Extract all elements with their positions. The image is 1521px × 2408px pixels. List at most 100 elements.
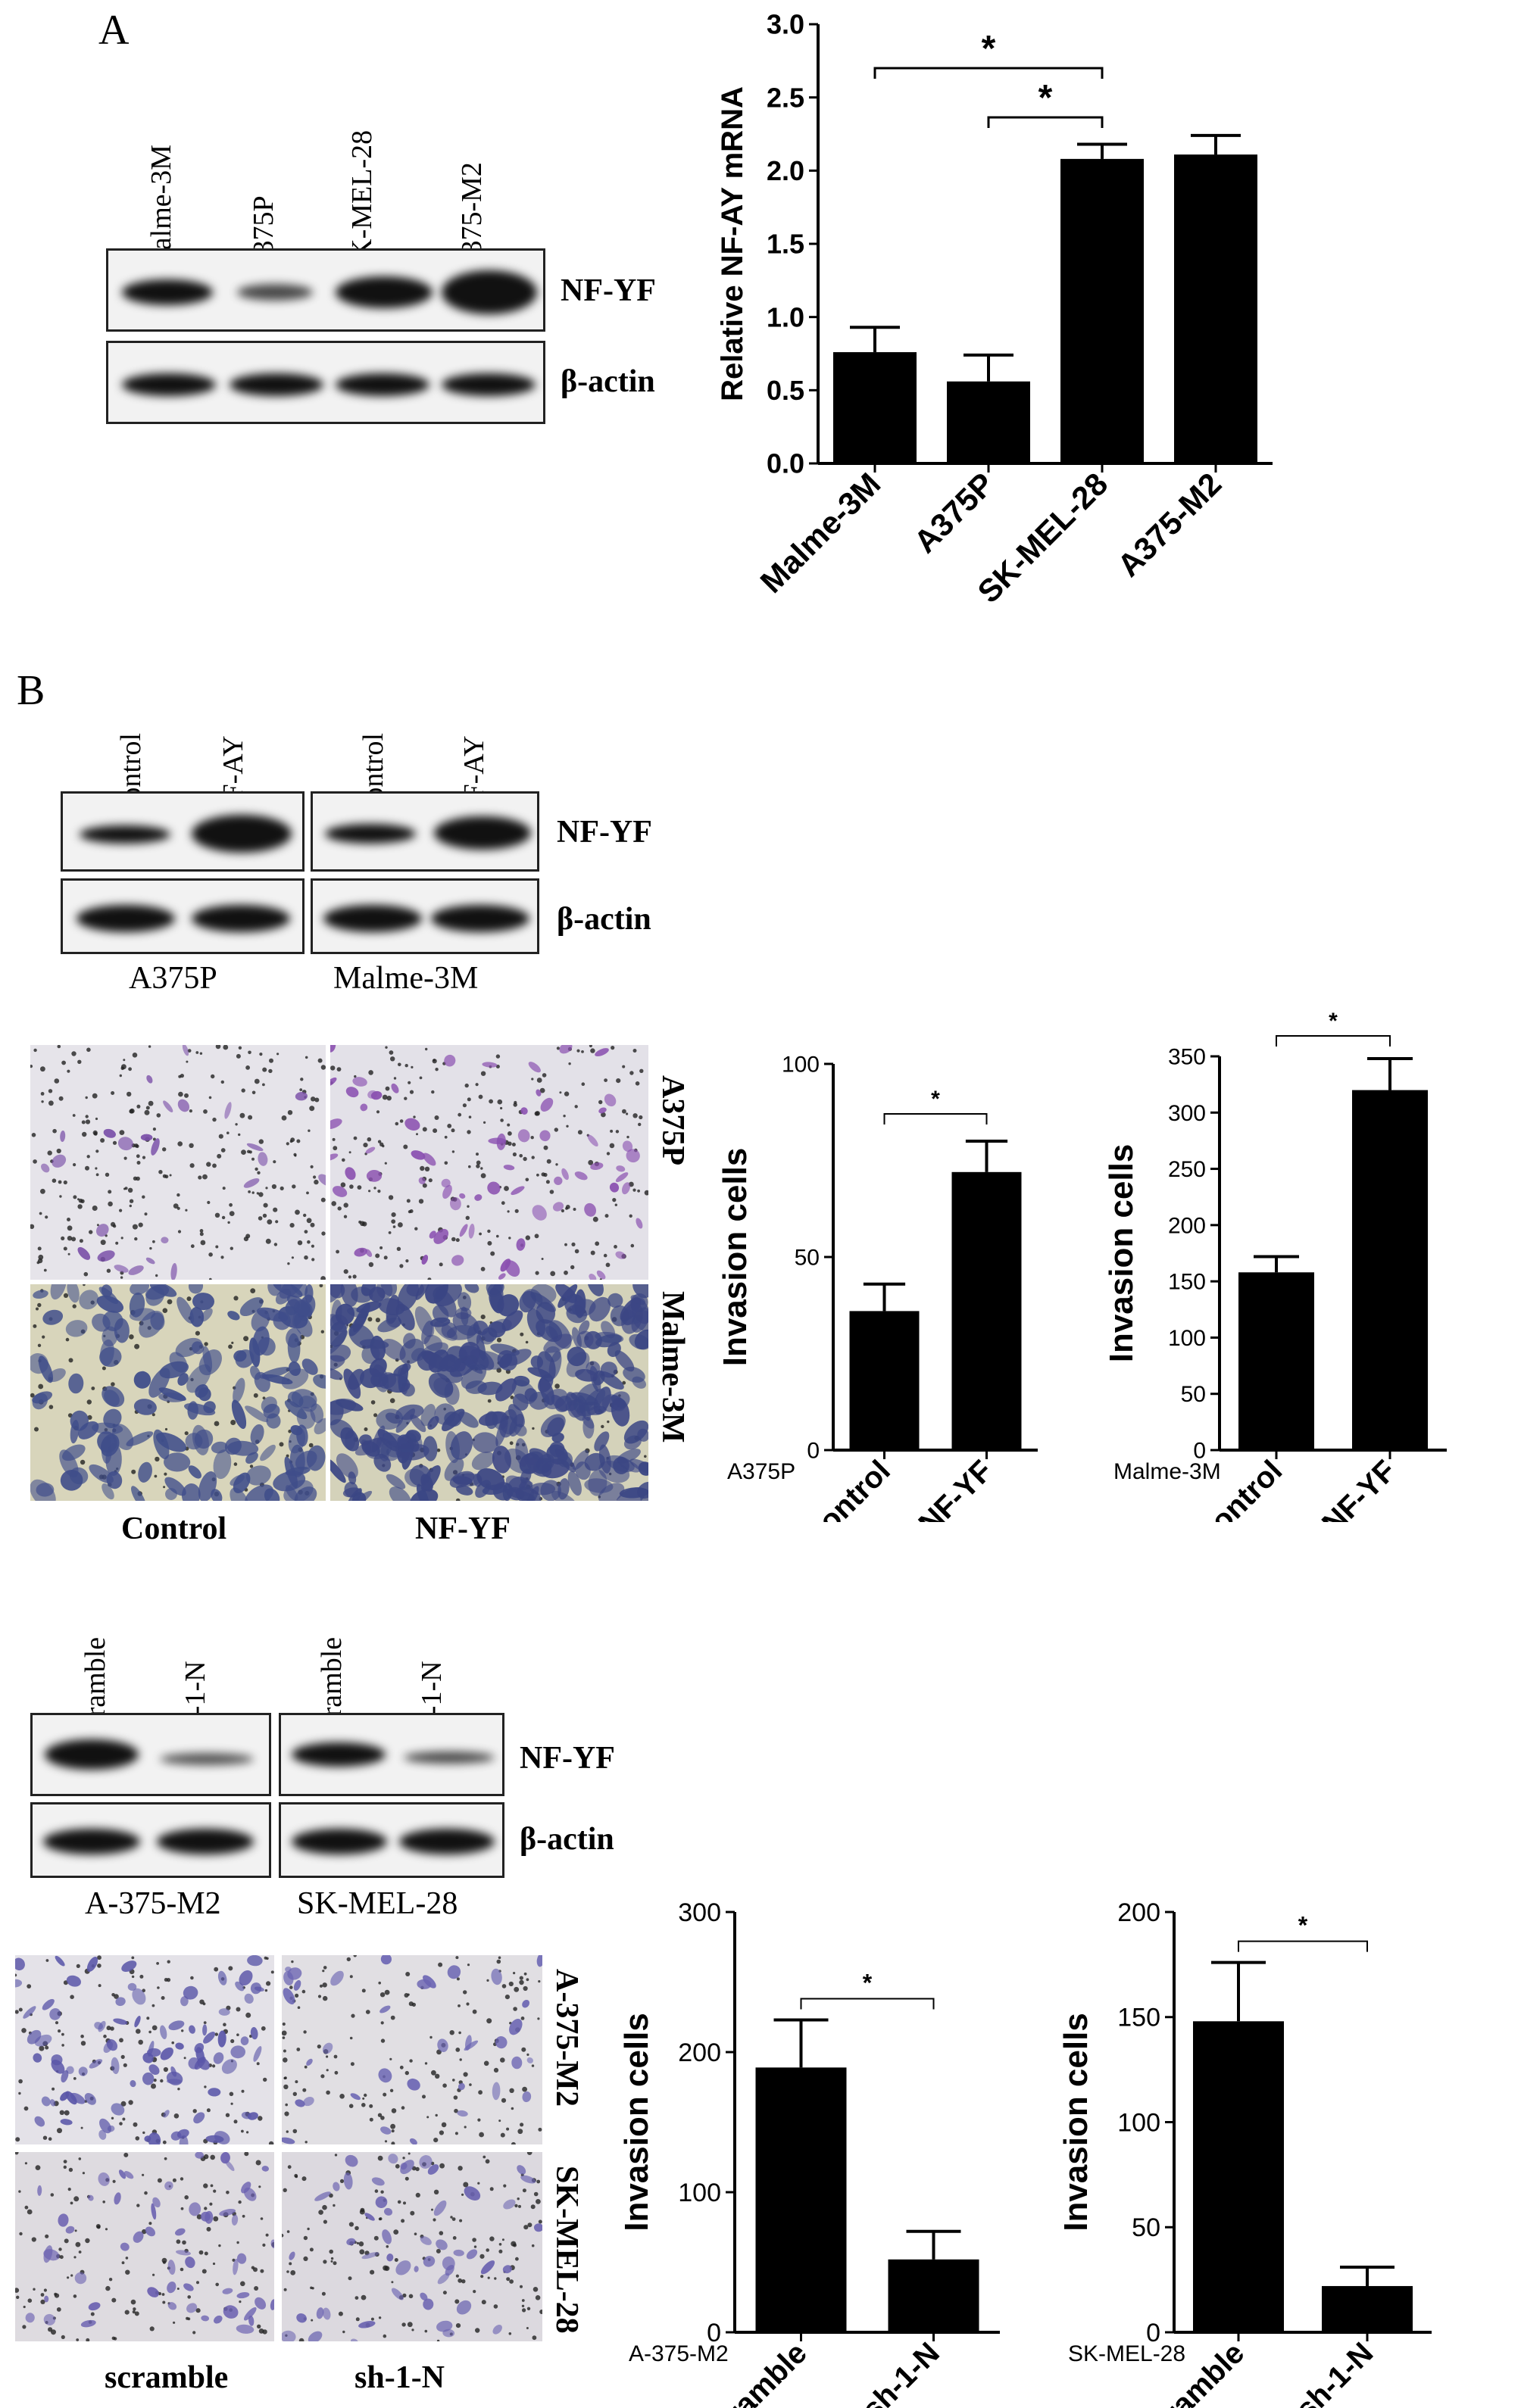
pore-dot	[151, 1413, 155, 1417]
pore-dot	[155, 1456, 160, 1462]
pore-dot	[136, 1104, 141, 1109]
stained-cell	[175, 2042, 184, 2050]
pore-dot	[160, 2079, 164, 2083]
pore-dot	[67, 2276, 70, 2279]
stained-cell	[378, 1298, 405, 1315]
stained-cell	[517, 2165, 526, 2175]
pore-dot	[167, 1299, 173, 1305]
stained-cell	[380, 2126, 392, 2135]
pore-dot	[31, 2237, 36, 2242]
pore-dot	[144, 2191, 148, 2195]
stained-cell	[270, 2299, 274, 2310]
blot-b2-actin-right	[279, 1802, 504, 1878]
pore-dot	[385, 1046, 388, 1049]
pore-dot	[508, 1131, 512, 1136]
pore-dot	[393, 2229, 399, 2235]
stained-cell	[133, 1399, 157, 1415]
blot-b2-nfyf-left	[30, 1713, 271, 1796]
stained-cell	[498, 1273, 506, 1280]
pore-dot	[592, 1216, 598, 1222]
pore-dot	[537, 2017, 540, 2020]
stained-cell	[287, 1333, 301, 1363]
pore-dot	[292, 2129, 298, 2134]
stained-cell	[255, 2297, 267, 2310]
blot-b1-actin-right	[311, 878, 539, 954]
pore-dot	[38, 1383, 44, 1390]
pore-dot	[144, 1212, 148, 1216]
pore-dot	[391, 2108, 397, 2113]
stained-cell	[112, 1424, 134, 1451]
pore-dot	[320, 1065, 326, 1070]
blot-band	[80, 825, 170, 844]
pore-dot	[527, 2222, 533, 2228]
stained-cell	[181, 1483, 201, 1501]
stained-cell	[306, 2058, 313, 2066]
stained-cell	[250, 2026, 258, 2040]
pore-dot	[451, 2217, 456, 2221]
pore-dot	[186, 1296, 192, 1302]
pore-dot	[131, 1956, 135, 1960]
pore-dot	[374, 2189, 379, 2193]
pore-dot	[273, 1207, 278, 1212]
pore-dot	[152, 1240, 155, 1243]
pore-dot	[368, 1262, 374, 1268]
pore-dot	[33, 1159, 37, 1164]
pore-dot	[383, 2265, 389, 2271]
pore-dot	[262, 1213, 267, 1218]
pore-dot	[70, 2274, 73, 2277]
pore-dot	[178, 1091, 183, 1097]
micrograph	[30, 1045, 326, 1280]
pore-dot	[164, 1427, 168, 1431]
pore-dot	[577, 1130, 582, 1135]
pore-dot	[121, 2261, 125, 2265]
stained-cell	[34, 2116, 45, 2127]
pore-dot	[299, 1088, 303, 1091]
pore-dot	[303, 2235, 308, 2241]
pore-dot	[18, 2190, 21, 2193]
pore-dot	[452, 2236, 457, 2240]
stained-cell	[163, 2110, 170, 2118]
stained-cell	[270, 2239, 274, 2249]
pore-dot	[42, 2135, 48, 2140]
stained-cell	[330, 1458, 346, 1483]
stained-cell	[60, 2119, 73, 2126]
pore-dot	[61, 1060, 66, 1065]
stained-cell	[488, 1137, 507, 1144]
pore-dot	[509, 2088, 514, 2093]
bar	[1174, 154, 1257, 464]
stained-cell	[487, 1181, 501, 1195]
pore-dot	[248, 1190, 251, 1193]
pore-dot	[464, 1083, 469, 1088]
pore-dot	[184, 2195, 189, 2200]
blot-label-nfyf: NF-YF	[561, 273, 656, 308]
pore-dot	[418, 1199, 424, 1204]
stained-cell	[351, 1492, 367, 1501]
pore-dot	[213, 2216, 219, 2222]
pore-dot	[301, 1989, 306, 1994]
pore-dot	[368, 1070, 373, 1075]
pore-dot	[323, 2219, 327, 2224]
pore-dot	[349, 1975, 353, 1979]
stained-cell	[584, 1202, 597, 1217]
pore-dot	[304, 1255, 308, 1260]
pore-dot	[61, 2044, 64, 2047]
y-tick-label: 350	[1168, 1045, 1206, 1070]
pore-dot	[511, 2141, 516, 2144]
pore-dot	[111, 2116, 114, 2119]
pore-dot	[148, 2222, 152, 2226]
pore-dot	[338, 2311, 343, 2316]
pore-dot	[161, 1996, 165, 2000]
stained-cell	[481, 1327, 498, 1343]
pore-dot	[433, 1128, 438, 1134]
stained-cell	[183, 2283, 194, 2291]
stained-cell	[273, 1284, 303, 1298]
pore-dot	[55, 2021, 59, 2025]
blot-a-actin	[106, 341, 545, 424]
pore-dot	[483, 2060, 489, 2066]
stained-cell	[66, 1975, 82, 1987]
pore-dot	[123, 1156, 127, 1160]
pore-dot	[361, 2103, 366, 2107]
pore-dot	[208, 1096, 212, 1100]
pore-dot	[334, 2070, 339, 2075]
